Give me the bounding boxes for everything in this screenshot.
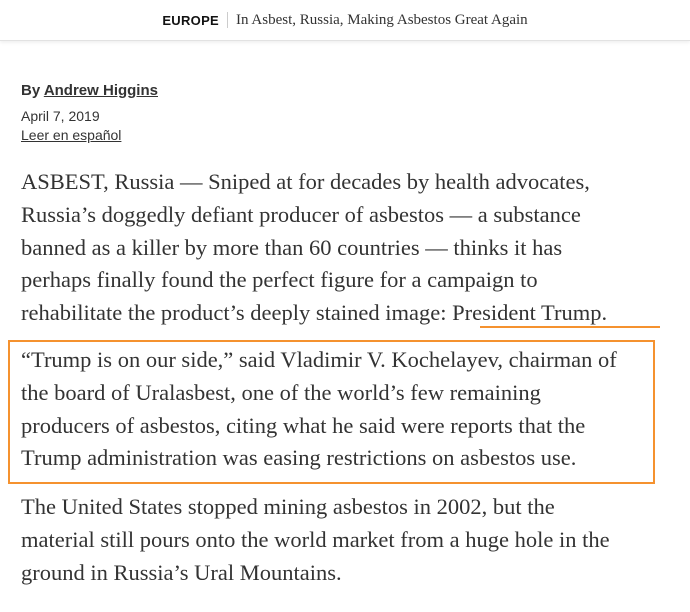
text-line: perhaps finally found the perfect figure… [21,267,538,293]
author-link[interactable]: Andrew Higgins [43,82,158,99]
text-line: Russia’s doggedly defiant producer of as… [21,201,581,227]
publish-date: April 7, 2019 [21,108,100,124]
paragraph-1: ASBEST, Russia — Sniped at for decades b… [21,166,607,330]
article-headline: In Asbest, Russia, Making Asbestos Great… [236,11,528,28]
paragraph-3: The United States stopped mining asbesto… [21,491,610,589]
highlight-underline [480,326,660,328]
text-line: producers of asbestos, citing what he sa… [21,412,586,438]
text-line: Trump administration was easing restrict… [21,445,577,471]
text-line: material still pours onto the world mark… [21,526,610,552]
text-line: “Trump is on our side,” said Vladimir V.… [21,347,617,372]
text-line: ASBEST, Russia — Sniped at for decades b… [21,169,590,194]
section-link[interactable]: EUROPE [162,12,220,28]
text-line: The United States stopped mining asbesto… [21,494,555,519]
paragraph-2-quote: “Trump is on our side,” said Vladimir V.… [21,344,617,475]
text-line: banned as a killer by more than 60 count… [21,234,563,260]
byline: By Andrew Higgins [21,82,158,99]
text-line: the board of Uralasbest, one of the worl… [21,379,541,405]
text-line: ground in Russia’s Ural Mountains. [21,559,342,585]
highlight-box [8,340,655,484]
text-line: rehabilitate the product’s deeply staine… [21,300,608,326]
spanish-translation-link[interactable]: Leer en español [21,127,122,143]
divider [227,12,229,28]
byline-prefix: By [21,82,41,99]
top-bar: EUROPE In Asbest, Russia, Making Asbesto… [0,0,690,41]
